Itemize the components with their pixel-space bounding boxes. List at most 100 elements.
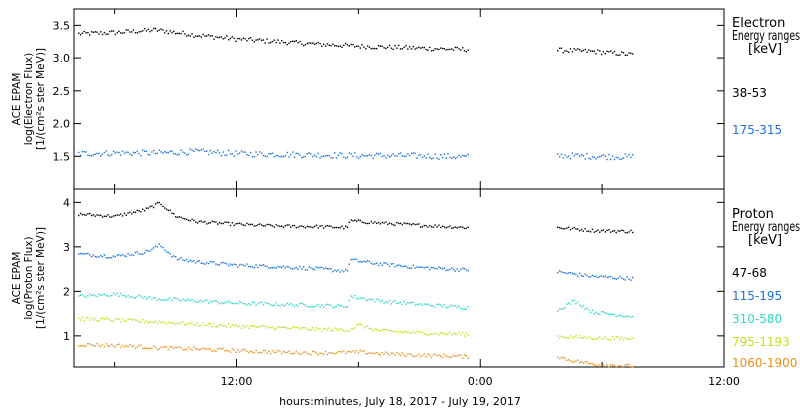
proton-data-point [129, 344, 131, 346]
proton-data-point [164, 299, 166, 301]
proton-data-point [348, 330, 350, 332]
proton-data-point [580, 360, 583, 363]
proton-data-point [317, 328, 319, 330]
proton-data-point [407, 353, 409, 355]
proton-data-point [348, 263, 350, 265]
proton-legend-item: 115-195 [732, 289, 782, 303]
proton-data-point [147, 347, 149, 350]
proton-data-point [600, 364, 603, 367]
electron-data-point [346, 156, 349, 158]
electron-data-point [286, 43, 288, 46]
electron-data-point [324, 155, 327, 157]
proton-data-point [134, 319, 137, 321]
proton-data-point [335, 226, 338, 229]
proton-data-point [105, 257, 107, 259]
proton-data-point [209, 323, 212, 325]
proton-data-point [463, 308, 466, 310]
electron-data-point [421, 156, 424, 158]
x-axis-label: hours:minutes, July 18, 2017 - July 19, … [279, 395, 521, 408]
proton-data-point [405, 355, 407, 357]
electron-data-point [368, 46, 371, 48]
electron-data-point [394, 155, 396, 157]
proton-data-point [599, 276, 601, 278]
proton-data-point [416, 303, 418, 306]
electron-data-point [418, 46, 420, 48]
electron-data-point [365, 155, 367, 157]
electron-data-point [326, 43, 329, 45]
proton-data-point [165, 346, 168, 348]
proton-data-point [299, 265, 301, 268]
proton-data-point [315, 352, 318, 354]
proton-data-point [160, 322, 162, 324]
proton-data-point [328, 304, 330, 306]
proton-data-point [465, 227, 467, 229]
proton-data-point [343, 330, 345, 332]
electron-data-point [235, 150, 237, 152]
electron-data-point [396, 155, 398, 157]
proton-data-point [410, 301, 413, 304]
proton-data-point [204, 220, 206, 223]
proton-data-point [143, 296, 146, 298]
proton-data-point [222, 222, 224, 225]
proton-data-point [242, 325, 244, 327]
proton-data-point [352, 350, 354, 352]
proton-data-point [441, 225, 444, 227]
proton-data-point [348, 299, 350, 302]
proton-data-point [432, 333, 435, 335]
proton-data-point [98, 214, 100, 217]
proton-data-point [218, 324, 221, 326]
proton-data-point [132, 318, 135, 320]
electron-data-point [462, 47, 464, 49]
electron-data-point [337, 154, 340, 156]
electron-data-point [564, 50, 566, 52]
electron-data-point [429, 46, 431, 49]
electron-y-tick-label: 1.5 [53, 150, 71, 163]
proton-data-point [394, 299, 396, 302]
proton-data-point [619, 365, 621, 367]
proton-data-point [588, 276, 590, 278]
proton-data-point [114, 346, 116, 348]
proton-data-point [94, 215, 96, 217]
proton-data-point [332, 270, 334, 273]
proton-data-point [101, 317, 104, 319]
proton-data-point [582, 275, 584, 277]
electron-data-point [204, 150, 206, 152]
proton-data-point [101, 343, 104, 346]
proton-data-point [564, 357, 566, 359]
electron-data-point [176, 32, 179, 34]
proton-data-point [156, 246, 159, 248]
proton-data-point [463, 227, 466, 230]
proton-data-point [588, 335, 590, 338]
proton-data-point [158, 320, 160, 323]
proton-data-point [445, 227, 447, 229]
proton-data-point [85, 253, 87, 255]
electron-data-point [81, 151, 84, 153]
proton-data-point [434, 332, 436, 334]
proton-data-point [401, 223, 403, 226]
proton-data-point [579, 304, 581, 307]
proton-data-point [441, 356, 444, 359]
proton-data-point [560, 308, 563, 310]
electron-data-point [112, 30, 115, 32]
proton-data-point [94, 255, 96, 258]
proton-data-point [297, 326, 299, 329]
proton-data-point [302, 266, 305, 268]
proton-data-point [228, 350, 230, 352]
electron-data-point [440, 47, 442, 49]
electron-data-point [566, 50, 568, 52]
electron-data-point [357, 45, 360, 48]
proton-data-point [388, 299, 391, 302]
proton-data-point [116, 344, 118, 346]
proton-data-point [118, 318, 120, 321]
proton-data-point [277, 349, 279, 352]
proton-data-point [129, 211, 131, 213]
electron-data-point [231, 36, 233, 38]
proton-data-point [323, 268, 325, 270]
proton-data-point [288, 327, 290, 329]
proton-data-point [153, 247, 155, 249]
proton-data-point [454, 226, 457, 228]
electron-data-point [120, 32, 122, 34]
proton-data-point [164, 345, 166, 348]
electron-data-point [293, 40, 296, 43]
electron-data-point [465, 51, 467, 53]
